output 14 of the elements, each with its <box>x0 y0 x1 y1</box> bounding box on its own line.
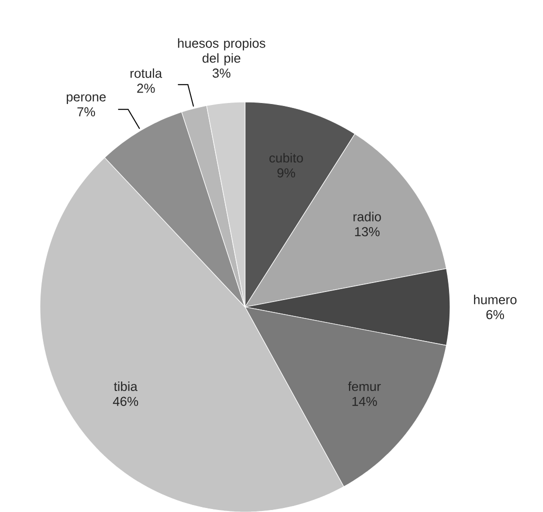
slice-label: huesos propios del pie <box>178 38 266 66</box>
slice-label: tibia <box>114 382 138 392</box>
data-label: 3% <box>212 68 230 78</box>
data-label: 46% <box>112 396 138 406</box>
data-label: 2% <box>137 84 155 93</box>
data-label: 13% <box>355 227 380 236</box>
data-label: 14% <box>352 396 377 406</box>
data-label: 7% <box>77 107 96 116</box>
slice-label: rotula <box>130 68 162 78</box>
slice-label: perone <box>66 94 106 104</box>
slice-label: femur <box>348 382 381 392</box>
slice-label: radio <box>354 212 381 222</box>
data-label: 6% <box>486 310 504 320</box>
slice-label: humero <box>474 294 517 304</box>
